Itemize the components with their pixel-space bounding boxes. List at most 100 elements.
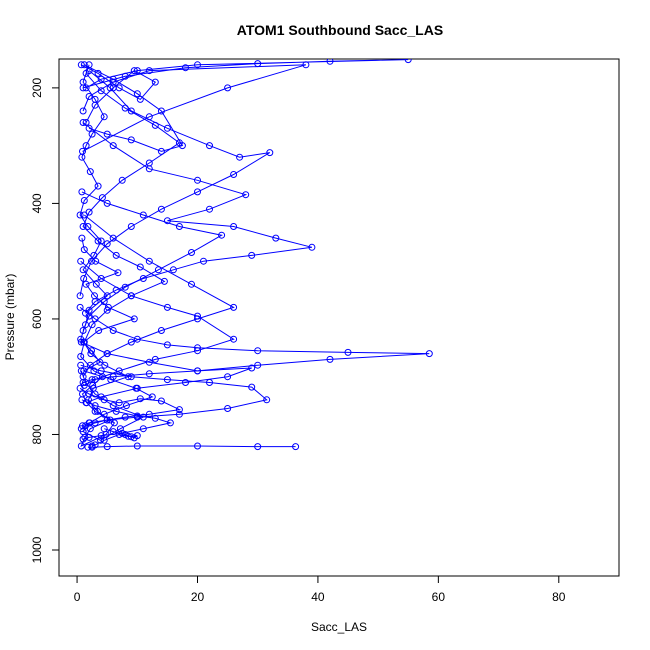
data-point [139, 275, 147, 282]
data-point [157, 327, 165, 334]
data-point [80, 275, 88, 282]
data-point [115, 399, 123, 407]
data-point [88, 376, 96, 384]
data-point [266, 149, 274, 157]
data-point [188, 280, 195, 288]
data-point [100, 113, 108, 121]
data-point [127, 338, 135, 346]
data-point [194, 188, 201, 196]
data-point [118, 176, 126, 184]
series-18 [77, 61, 159, 126]
data-point [157, 205, 165, 213]
data-point [76, 211, 84, 219]
data-point [308, 243, 316, 251]
data-point [145, 358, 153, 366]
data-point [103, 443, 111, 451]
data-point [80, 197, 88, 204]
data-point [109, 84, 117, 92]
data-point [103, 306, 111, 314]
data-point [101, 361, 109, 369]
data-point [236, 153, 244, 161]
data-point [103, 292, 111, 300]
data-point [145, 370, 153, 378]
data-point [145, 257, 153, 265]
data-point [121, 283, 129, 291]
data-point [97, 275, 105, 282]
data-point [76, 303, 84, 311]
data-point [206, 142, 213, 150]
data-point [85, 93, 93, 100]
data-point [263, 396, 271, 404]
data-point [77, 361, 85, 369]
series-line [81, 399, 173, 440]
data-point [224, 405, 232, 412]
data-point [133, 335, 141, 343]
series-layer [76, 59, 433, 451]
data-point [163, 217, 171, 225]
data-point [91, 298, 99, 306]
data-point [77, 353, 85, 360]
data-point [248, 383, 256, 391]
y-axis-label: Pressure (mbar) [3, 274, 17, 361]
data-point [188, 249, 195, 256]
data-point [151, 414, 159, 422]
data-point [76, 384, 84, 392]
data-point [127, 292, 135, 300]
data-point [127, 107, 135, 115]
data-point [82, 119, 90, 126]
data-point [98, 194, 106, 202]
series-line [82, 122, 313, 314]
data-point [84, 443, 92, 451]
data-point [114, 269, 122, 277]
data-point [121, 413, 129, 421]
data-point [302, 61, 310, 69]
data-point [133, 90, 141, 98]
data-point [76, 292, 84, 300]
data-point [127, 373, 135, 381]
series-12 [78, 396, 174, 443]
data-point [103, 199, 111, 207]
series-17 [80, 61, 186, 155]
series-5 [78, 188, 226, 334]
series-line [81, 191, 223, 331]
data-point [272, 234, 280, 242]
y-tick-label: 200 [30, 78, 44, 98]
data-point [79, 266, 87, 274]
x-tick-label: 60 [432, 590, 446, 604]
data-point [136, 263, 144, 271]
data-point [94, 407, 101, 415]
data-point [425, 350, 433, 358]
series-6 [79, 211, 238, 381]
data-point [92, 280, 100, 288]
data-point [206, 205, 213, 213]
chart-title: ATOM1 Southbound Sacc_LAS [237, 22, 443, 38]
data-point [85, 124, 93, 132]
data-point [79, 107, 87, 115]
data-point [136, 395, 144, 403]
data-point [230, 303, 238, 311]
data-point [160, 277, 168, 285]
data-point [224, 84, 232, 92]
data-point [133, 384, 141, 392]
data-point [130, 315, 138, 323]
series-line [79, 64, 136, 447]
data-point [224, 373, 232, 381]
data-point [87, 350, 95, 358]
data-point [100, 425, 108, 433]
data-point [254, 443, 262, 451]
data-point [230, 171, 238, 178]
data-point [163, 124, 171, 132]
data-point [77, 338, 85, 346]
data-point [79, 327, 87, 334]
data-point [100, 396, 108, 404]
data-point [79, 223, 87, 230]
data-point [94, 69, 102, 77]
data-point [100, 298, 108, 306]
data-point [133, 442, 141, 450]
data-point [157, 397, 165, 405]
data-point [77, 61, 85, 69]
data-point [78, 188, 86, 196]
data-point [182, 379, 189, 386]
data-point [139, 211, 147, 219]
data-point [88, 347, 95, 355]
